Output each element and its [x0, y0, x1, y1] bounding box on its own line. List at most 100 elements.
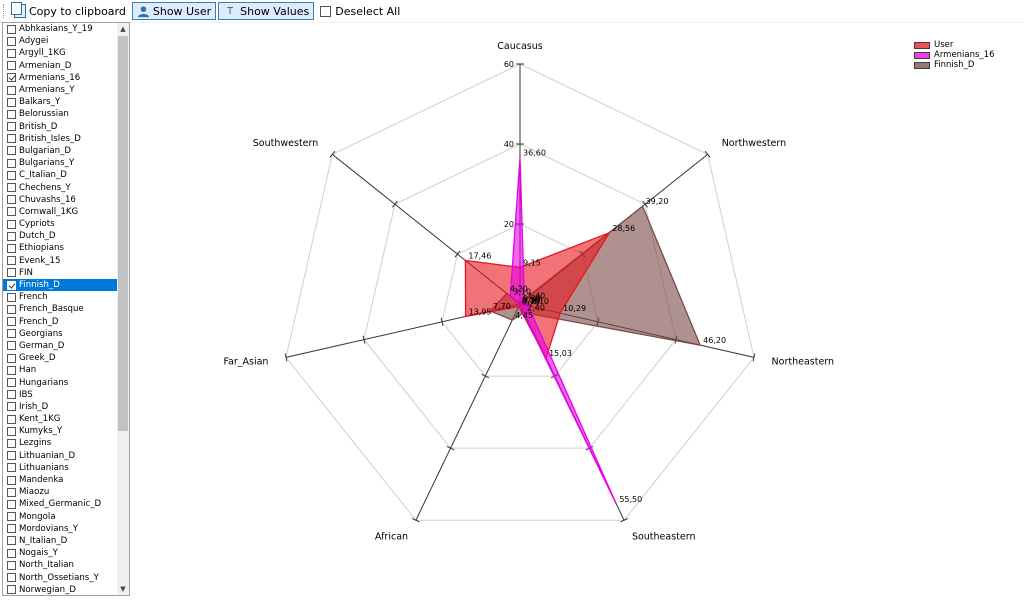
population-checkbox[interactable] — [7, 170, 16, 180]
population-checkbox[interactable] — [7, 524, 16, 534]
population-item[interactable]: Georgians — [3, 328, 117, 340]
population-checkbox[interactable] — [7, 122, 16, 132]
population-item[interactable]: Belorussian — [3, 108, 117, 120]
population-item[interactable]: Bulgarian_D — [3, 145, 117, 157]
population-checkbox[interactable] — [7, 183, 16, 193]
list-scrollbar[interactable]: ▲ ▼ — [117, 23, 129, 595]
population-checkbox[interactable] — [7, 48, 16, 58]
population-checkbox[interactable] — [7, 585, 16, 595]
population-checkbox[interactable] — [7, 365, 16, 375]
population-item[interactable]: Mongola — [3, 511, 117, 523]
population-item[interactable]: Norwegian_D — [3, 584, 117, 595]
show-user-button[interactable]: Show User — [131, 2, 217, 20]
population-checkbox[interactable] — [7, 378, 16, 388]
population-item[interactable]: Chuvashs_16 — [3, 194, 117, 206]
population-item[interactable]: Lithuanians — [3, 462, 117, 474]
population-item[interactable]: Kumyks_Y — [3, 425, 117, 437]
population-checkbox[interactable] — [7, 304, 16, 314]
scroll-up-icon[interactable]: ▲ — [120, 25, 126, 33]
population-item[interactable]: Adygei — [3, 35, 117, 47]
show-values-button[interactable]: ⊤ Show Values — [218, 2, 315, 20]
population-item[interactable]: Lezgins — [3, 437, 117, 449]
population-item[interactable]: Hungarians — [3, 376, 117, 388]
population-item[interactable]: Kent_1KG — [3, 413, 117, 425]
population-item[interactable]: French_Basque — [3, 303, 117, 315]
deselect-all-checkbox[interactable] — [320, 5, 332, 17]
population-item[interactable]: German_D — [3, 340, 117, 352]
population-checkbox[interactable] — [7, 292, 16, 302]
population-checkbox[interactable] — [7, 317, 16, 327]
population-item[interactable]: Dutch_D — [3, 230, 117, 242]
population-item[interactable]: Lithuanian_D — [3, 450, 117, 462]
population-checkbox[interactable] — [7, 219, 16, 229]
population-checkbox[interactable] — [7, 451, 16, 461]
population-checkbox[interactable] — [7, 463, 16, 473]
population-checkbox[interactable] — [7, 426, 16, 436]
population-checkbox[interactable] — [7, 402, 16, 412]
population-checkbox[interactable] — [7, 268, 16, 278]
population-checkbox[interactable] — [7, 243, 16, 253]
population-checkbox[interactable] — [7, 536, 16, 546]
population-item[interactable]: North_Ossetians_Y — [3, 571, 117, 583]
population-checkbox[interactable] — [7, 329, 16, 339]
population-checkbox[interactable] — [7, 560, 16, 570]
population-item[interactable]: Mandenka — [3, 474, 117, 486]
population-checkbox[interactable] — [7, 73, 16, 83]
population-checkbox[interactable] — [7, 512, 16, 522]
population-item[interactable]: French_D — [3, 316, 117, 328]
population-item[interactable]: N_Italian_D — [3, 535, 117, 547]
population-checkbox[interactable] — [7, 36, 16, 46]
population-item[interactable]: C_Italian_D — [3, 169, 117, 181]
population-item[interactable]: North_Italian — [3, 559, 117, 571]
population-item[interactable]: Greek_D — [3, 352, 117, 364]
population-list[interactable]: Abhkasians_Y_19 Adygei Argyll_1KG Armenian_… — [2, 22, 130, 596]
population-item[interactable]: Han — [3, 364, 117, 376]
population-checkbox[interactable] — [7, 207, 16, 217]
population-checkbox[interactable] — [7, 341, 16, 351]
population-checkbox[interactable] — [7, 97, 16, 107]
population-item[interactable]: Abhkasians_Y_19 — [3, 23, 117, 35]
population-checkbox[interactable] — [7, 414, 16, 424]
population-item[interactable]: Nogais_Y — [3, 547, 117, 559]
population-checkbox[interactable] — [7, 280, 16, 290]
population-item[interactable]: British_Isles_D — [3, 133, 117, 145]
population-item[interactable]: Armenian_D — [3, 60, 117, 72]
population-item[interactable]: Ethiopians — [3, 242, 117, 254]
population-item[interactable]: Bulgarians_Y — [3, 157, 117, 169]
population-item[interactable]: Armenians_16 — [3, 72, 117, 84]
population-item[interactable]: French — [3, 291, 117, 303]
population-checkbox[interactable] — [7, 85, 16, 95]
population-item[interactable]: Cornwall_1KG — [3, 206, 117, 218]
population-checkbox[interactable] — [7, 146, 16, 156]
population-checkbox[interactable] — [7, 353, 16, 363]
population-item[interactable]: Irish_D — [3, 401, 117, 413]
population-checkbox[interactable] — [7, 499, 16, 509]
population-item[interactable]: Mixed_Germanic_D — [3, 498, 117, 510]
population-checkbox[interactable] — [7, 231, 16, 241]
population-item[interactable]: Mordovians_Y — [3, 523, 117, 535]
population-checkbox[interactable] — [7, 475, 16, 485]
population-item[interactable]: Argyll_1KG — [3, 47, 117, 59]
population-item[interactable]: Finnish_D — [3, 278, 117, 292]
scroll-down-icon[interactable]: ▼ — [120, 585, 126, 593]
population-checkbox[interactable] — [7, 24, 16, 34]
population-checkbox[interactable] — [7, 61, 16, 71]
population-checkbox[interactable] — [7, 109, 16, 119]
population-checkbox[interactable] — [7, 487, 16, 497]
population-checkbox[interactable] — [7, 256, 16, 266]
population-item[interactable]: Chechens_Y — [3, 181, 117, 193]
population-checkbox[interactable] — [7, 390, 16, 400]
population-item[interactable]: Cypriots — [3, 218, 117, 230]
population-checkbox[interactable] — [7, 438, 16, 448]
population-checkbox[interactable] — [7, 158, 16, 168]
population-item[interactable]: British_D — [3, 121, 117, 133]
population-checkbox[interactable] — [7, 195, 16, 205]
population-item[interactable]: IBS — [3, 389, 117, 401]
population-checkbox[interactable] — [7, 548, 16, 558]
copy-to-clipboard-button[interactable]: Copy to clipboard — [10, 2, 130, 20]
population-item[interactable]: FIN — [3, 267, 117, 279]
population-checkbox[interactable] — [7, 134, 16, 144]
population-checkbox[interactable] — [7, 573, 16, 583]
scroll-thumb[interactable] — [118, 36, 128, 431]
population-item[interactable]: Balkars_Y — [3, 96, 117, 108]
